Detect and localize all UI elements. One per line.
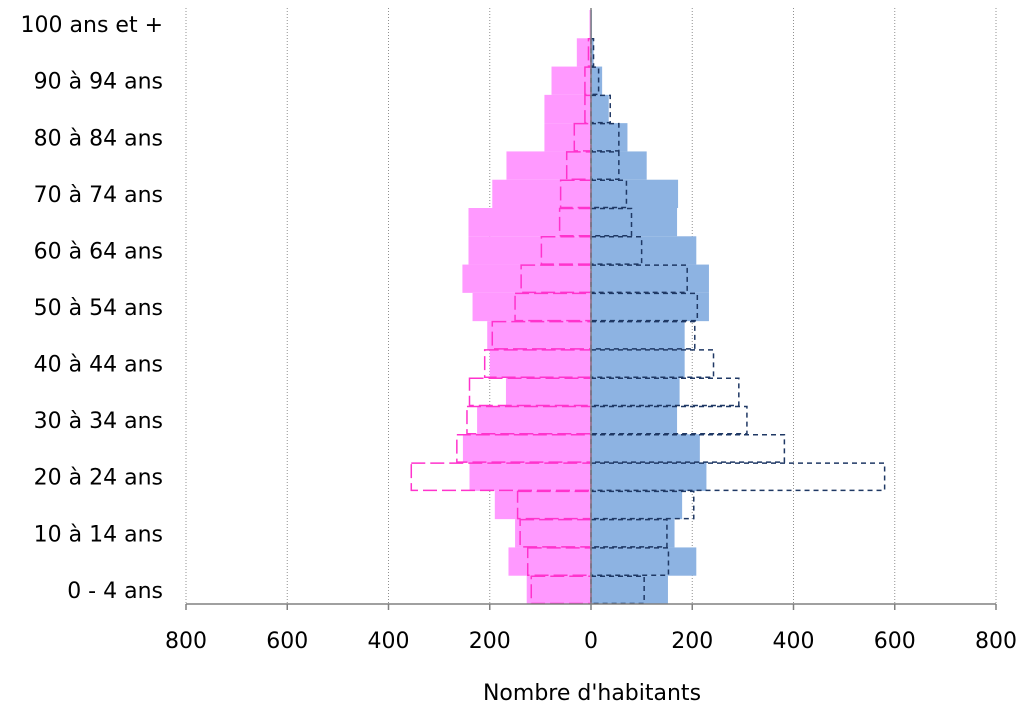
women-bar [489,349,591,378]
women-bar [462,264,591,293]
men-bar [591,575,668,604]
men-bar [591,123,628,152]
women-outline-bar [456,434,592,463]
men-bar [591,349,685,378]
men-bar [591,406,678,435]
y-category-label: 90 à 94 ans [34,70,163,95]
x-tick-label: 0 [584,629,598,654]
bars [462,10,709,604]
y-category-label: 80 à 84 ans [34,126,163,151]
x-tick-label: 800 [975,629,1017,654]
men-outline-bar [590,320,696,350]
men-outline-bar [590,547,670,576]
women-outline-bar [565,151,592,180]
x-tick-label: 200 [469,629,511,654]
y-category-label: 50 à 54 ans [34,296,163,321]
women-bar [494,490,591,520]
women-outline-bar [587,38,592,67]
women-bar [462,434,591,463]
women-outline-bar [491,320,592,350]
x-tick-label: 600 [266,629,308,654]
men-bar [591,94,609,124]
x-ticks: 800 600 400 200 0 200 400 600 800 [165,604,1017,654]
men-bar [591,151,647,180]
men-bar [591,292,709,322]
y-category-label: 10 à 14 ans [34,522,163,547]
men-outline-bar [590,236,643,265]
women-bar [506,151,591,180]
x-tick-label: 400 [368,629,410,654]
women-bar [468,208,591,237]
women-bar [508,547,591,576]
y-category-label: 70 à 74 ans [34,183,163,208]
men-outline-bar [590,151,620,180]
women-bar [492,179,591,208]
y-category-label: 20 à 24 ans [34,466,163,491]
men-bar [591,208,678,237]
x-tick-label: 400 [773,629,815,654]
y-category-label: 0 - 4 ans [67,579,163,604]
women-bar [477,406,591,435]
women-bar [472,292,591,322]
women-bar [526,575,591,604]
men-outline-bar [590,122,620,152]
women-bar [515,519,591,548]
men-bar [591,264,709,293]
x-tick-label: 800 [165,629,207,654]
axes [186,8,996,605]
women-bar [576,38,591,67]
men-bar [591,490,683,520]
y-tick-labels: 0 - 4 ans 10 à 14 ans 20 à 24 ans 30 à 34 a… [21,13,163,604]
men-bar [591,462,707,491]
men-bar [591,377,680,406]
men-bar [591,66,603,95]
women-bar [487,321,591,350]
men-bar [591,519,675,548]
men-bar [591,321,685,350]
x-tick-label: 200 [671,629,713,654]
men-outline-bar [590,94,611,124]
men-bar [591,38,594,67]
women-bar [544,123,591,152]
y-category-label: 100 ans et + [21,13,163,38]
men-bar [591,434,700,463]
women-bar [469,462,591,491]
x-axis-title: Nombre d'habitants [483,681,701,706]
men-bar [591,179,679,208]
women-bar [544,94,591,124]
x-tick-label: 600 [874,629,916,654]
men-outline-bar [590,349,715,378]
men-bar [591,547,697,576]
men-outline-bar [590,462,886,492]
men-outline-bar [590,264,688,294]
y-category-label: 40 à 44 ans [34,353,163,378]
y-category-label: 30 à 34 ans [34,409,163,434]
women-bar [589,10,591,39]
men-bar [591,236,697,265]
y-category-label: 60 à 64 ans [34,239,163,264]
women-bar [505,377,591,406]
women-bar [468,236,591,265]
